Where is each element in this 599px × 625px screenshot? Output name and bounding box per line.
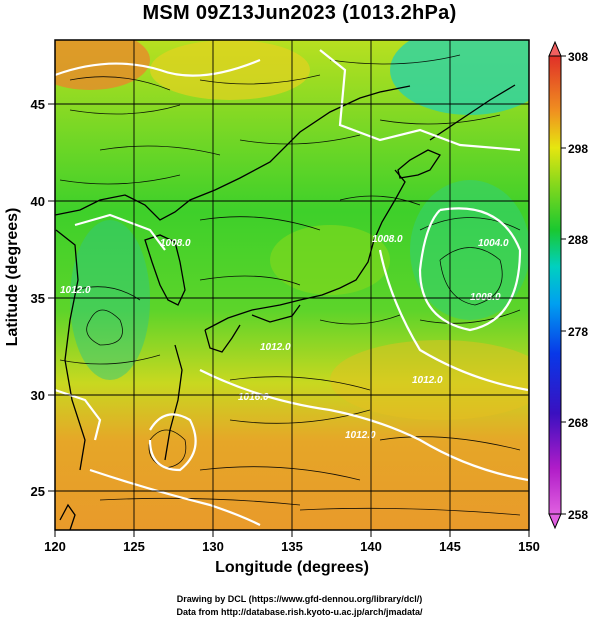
wind-streamlines bbox=[59, 54, 521, 516]
colorbar-tick-label: 308 bbox=[568, 50, 588, 64]
colorbar-bottom-arrow bbox=[548, 513, 562, 530]
colorbar-tick-label: 278 bbox=[568, 325, 588, 339]
x-tick-label: 140 bbox=[360, 539, 382, 554]
y-tick-label: 30 bbox=[31, 388, 45, 403]
isobar-label: 1008.0 bbox=[160, 238, 191, 249]
y-tick-label: 25 bbox=[31, 484, 45, 499]
isobar-label: 1012.0 bbox=[60, 285, 91, 296]
x-tick-label: 130 bbox=[202, 539, 224, 554]
isobars bbox=[55, 49, 529, 526]
x-tick-label: 125 bbox=[123, 539, 145, 554]
colorbar-tick-label: 268 bbox=[568, 416, 588, 430]
colorbar-tick-label: 258 bbox=[568, 508, 588, 522]
temperature-field bbox=[55, 40, 529, 530]
isobar-label: 1008.0 bbox=[372, 234, 403, 245]
isobar-label: 1012.0 bbox=[345, 430, 376, 441]
x-tick-labels: 120 125 130 135 140 145 150 bbox=[44, 539, 540, 554]
y-tick-label: 40 bbox=[31, 194, 45, 209]
x-tick-label: 135 bbox=[281, 539, 303, 554]
y-tick-labels: 25 30 35 40 45 bbox=[31, 97, 45, 499]
colorbar-top-arrow bbox=[548, 40, 562, 57]
colorbar-tick-label: 288 bbox=[568, 233, 588, 247]
chart-title: MSM 09Z13Jun2023 (1013.2hPa) bbox=[142, 2, 457, 24]
y-tick-label: 45 bbox=[31, 97, 45, 112]
y-tick-label: 35 bbox=[31, 291, 45, 306]
grid-lines bbox=[55, 40, 529, 530]
x-tick-label: 145 bbox=[439, 539, 461, 554]
axis-tick-marks bbox=[48, 103, 530, 537]
isobar-label: 1008.0 bbox=[470, 292, 501, 303]
colorbar-gradient bbox=[548, 55, 562, 515]
isobar-label: 1012.0 bbox=[260, 342, 291, 353]
credit-line-data-source: Data from http://database.rish.kyoto-u.a… bbox=[176, 607, 423, 617]
isobar-labels: 1008.0 1008.0 1012.0 1012.0 1016.0 1012.… bbox=[60, 234, 509, 441]
colorbar: 308 298 288 278 268 258 bbox=[548, 40, 588, 530]
isobar-label: 1012.0 bbox=[412, 375, 443, 386]
isobar-label: 1004.0 bbox=[478, 238, 509, 249]
coastlines bbox=[55, 84, 516, 530]
isobar-label: 1016.0 bbox=[238, 392, 269, 403]
colorbar-tick-label: 298 bbox=[568, 142, 588, 156]
credit-line-dcl: Drawing by DCL (https://www.gfd-dennou.o… bbox=[176, 594, 423, 604]
credits: Drawing by DCL (https://www.gfd-dennou.o… bbox=[0, 593, 599, 619]
x-tick-label: 150 bbox=[518, 539, 540, 554]
x-tick-label: 120 bbox=[44, 539, 66, 554]
x-axis-title: Longitude (degrees) bbox=[215, 559, 369, 576]
